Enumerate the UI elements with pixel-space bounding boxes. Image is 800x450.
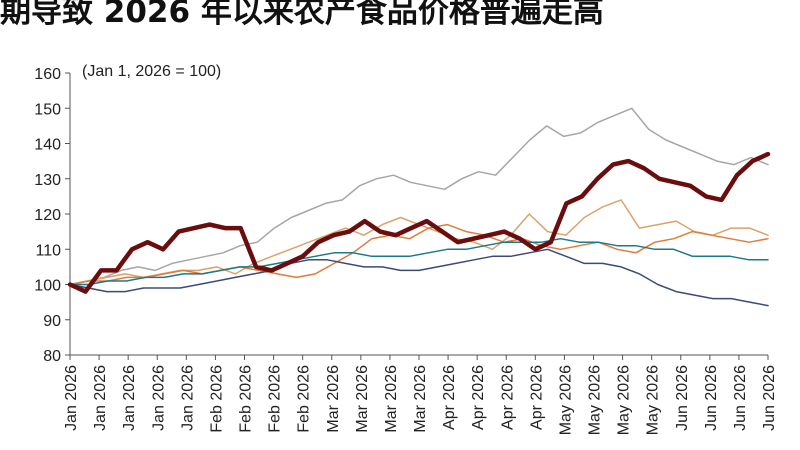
x-ticks: Jan 2026 Jan 2026 Jan 2026 Jan 2026 Jan 2026… <box>63 355 778 435</box>
y-tick-label: 80 <box>43 348 61 365</box>
chart-axes <box>69 73 768 356</box>
x-tick-label: Jan 2026 <box>63 365 80 431</box>
y-tick-label: 140 <box>34 137 61 154</box>
x-tick-label: Mar 2026 <box>354 365 371 433</box>
x-tick-label: Jun 2026 <box>732 365 749 431</box>
y-tick-label: 120 <box>34 207 61 224</box>
x-tick-label: Jun 2026 <box>703 365 720 431</box>
x-tick-label: Mar 2026 <box>383 365 400 433</box>
chart-title: 期导致 2026 年以来农产食品价格普遍走高 <box>0 0 604 30</box>
x-tick-label: May 2026 <box>645 365 662 435</box>
series-line-1 <box>69 107 769 286</box>
y-tick-label: 150 <box>34 101 61 118</box>
y-ticks: 80 90 100 110 120 130 140 150 160 <box>34 66 70 365</box>
y-tick-label: 90 <box>43 313 61 330</box>
x-tick-label: Feb 2026 <box>267 365 284 433</box>
x-tick-label: Mar 2026 <box>412 365 429 433</box>
series-line-5 <box>69 237 769 286</box>
x-tick-label: Feb 2026 <box>296 365 313 433</box>
x-tick-label: Jun 2026 <box>674 365 691 431</box>
x-tick-label: Apr 2026 <box>528 365 545 430</box>
x-tick-label: Jan 2026 <box>179 365 196 431</box>
x-tick-label: Feb 2026 <box>238 365 255 433</box>
series-lines <box>67 107 771 307</box>
y-tick-label: 110 <box>35 242 61 259</box>
x-tick-label: May 2026 <box>557 365 574 435</box>
x-tick-label: Mar 2026 <box>325 365 342 433</box>
y-tick-label: 160 <box>34 66 61 83</box>
x-tick-label: Jun 2026 <box>761 365 778 431</box>
x-tick-label: May 2026 <box>616 365 633 435</box>
x-tick-label: Apr 2026 <box>441 365 458 430</box>
y-tick-label: 100 <box>34 278 61 295</box>
x-tick-label: May 2026 <box>587 365 604 435</box>
chart-subtitle: (Jan 1, 2026 = 100) <box>82 63 221 80</box>
series-line-4 <box>69 223 769 286</box>
x-tick-label: Jan 2026 <box>92 365 109 431</box>
x-tick-label: Jan 2026 <box>121 365 138 431</box>
x-tick-label: Apr 2026 <box>470 365 487 430</box>
series-line-2 <box>67 151 771 294</box>
x-tick-label: Feb 2026 <box>208 365 225 433</box>
x-tick-label: Jan 2026 <box>150 365 167 431</box>
y-tick-label: 130 <box>34 172 61 189</box>
x-tick-label: Apr 2026 <box>499 365 516 430</box>
series-line-6 <box>69 248 769 307</box>
